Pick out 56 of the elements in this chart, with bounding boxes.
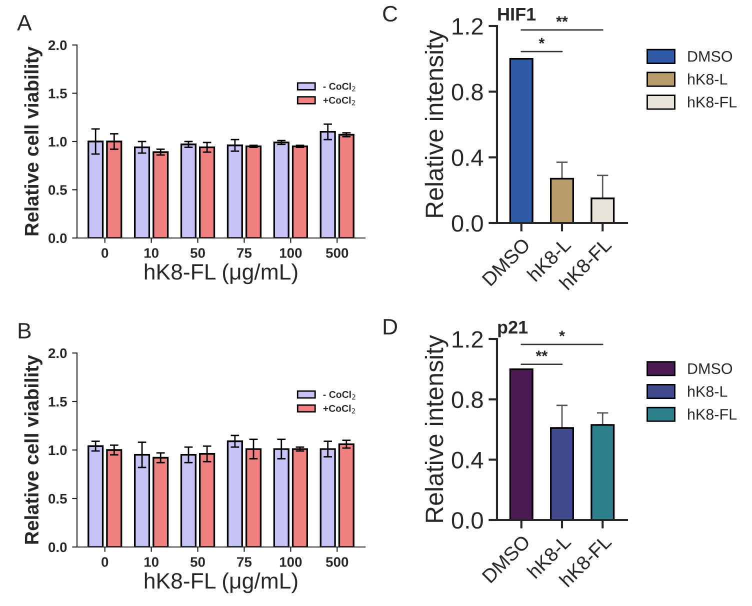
legend-label: - CoCl$_{2}$ xyxy=(323,390,356,400)
y-axis-title: Relative intensity xyxy=(424,335,448,522)
y-tick-label: 0.5 xyxy=(48,185,67,195)
annotation: ** xyxy=(536,350,548,356)
y-axis-title: Relative cell viability xyxy=(24,354,42,544)
x-axis-title: hK8-FL (μg/mL) xyxy=(144,263,298,284)
y-tick-label: 0.8 xyxy=(452,391,483,408)
legend-label: hK8-L xyxy=(688,73,728,85)
legend-label: - CoCl$_{2}$ xyxy=(323,82,356,92)
x-axis-title: hK8-FL (μg/mL) xyxy=(144,572,298,594)
text: C xyxy=(383,6,398,22)
y-tick-label: 2.0 xyxy=(48,348,67,358)
y-tick-label: 1.2 xyxy=(452,18,483,35)
x-tick-label: 50 xyxy=(190,557,205,567)
x-tick-label: 10 xyxy=(144,557,158,567)
x-tick-label: 50 xyxy=(190,248,205,258)
y-tick-label: 0.8 xyxy=(452,84,483,100)
x-tick-label: 0 xyxy=(102,248,108,258)
legend-label: +CoCl$_{2}$ xyxy=(323,96,356,106)
x-tick-label: 10 xyxy=(144,248,158,258)
text: D xyxy=(384,319,397,334)
x-tick-label: 75 xyxy=(237,557,252,567)
x-tick-label: 0 xyxy=(102,557,108,567)
annotation: * xyxy=(538,38,545,44)
y-axis-title: Relative intensity xyxy=(424,30,448,217)
legend-label: hK8-L xyxy=(688,386,728,397)
legend-label: DMSO xyxy=(688,363,732,374)
y-tick-label: 2.0 xyxy=(48,40,67,50)
text: A xyxy=(17,15,32,30)
legend-label: hK8-FL xyxy=(688,96,737,108)
y-axis-title: Relative cell viability xyxy=(24,46,42,236)
text: B xyxy=(18,323,31,338)
y-tick-label: 0.4 xyxy=(452,149,484,166)
text: ** xyxy=(556,16,568,22)
y-tick-label: 0.0 xyxy=(452,215,483,232)
chart-title: p21 xyxy=(498,320,528,338)
y-tick-label: 0.4 xyxy=(452,452,484,468)
x-tick-label: 500 xyxy=(326,248,348,258)
y-tick-label: 1.5 xyxy=(48,88,67,98)
y-tick-label: 1.5 xyxy=(48,396,67,407)
y-tick-label: 1.2 xyxy=(452,331,483,348)
chart-title: HIF1 xyxy=(498,8,536,20)
text: * xyxy=(559,330,565,336)
x-tick-label: 100 xyxy=(280,557,302,567)
legend-label: +CoCl$_{2}$ xyxy=(323,404,356,414)
y-tick-label: 0.0 xyxy=(48,233,67,244)
x-tick-label: 500 xyxy=(326,557,348,567)
legend-label: DMSO xyxy=(688,51,732,62)
legend-label: hK8-FL xyxy=(688,408,737,420)
y-tick-label: 1.0 xyxy=(48,445,67,456)
y-tick-label: 0.0 xyxy=(452,512,483,529)
y-tick-label: 1.0 xyxy=(48,136,67,147)
y-tick-label: 0.5 xyxy=(48,494,67,504)
y-tick-label: 0.0 xyxy=(48,542,67,552)
x-tick-label: 75 xyxy=(237,248,252,258)
x-tick-label: 100 xyxy=(280,248,302,258)
